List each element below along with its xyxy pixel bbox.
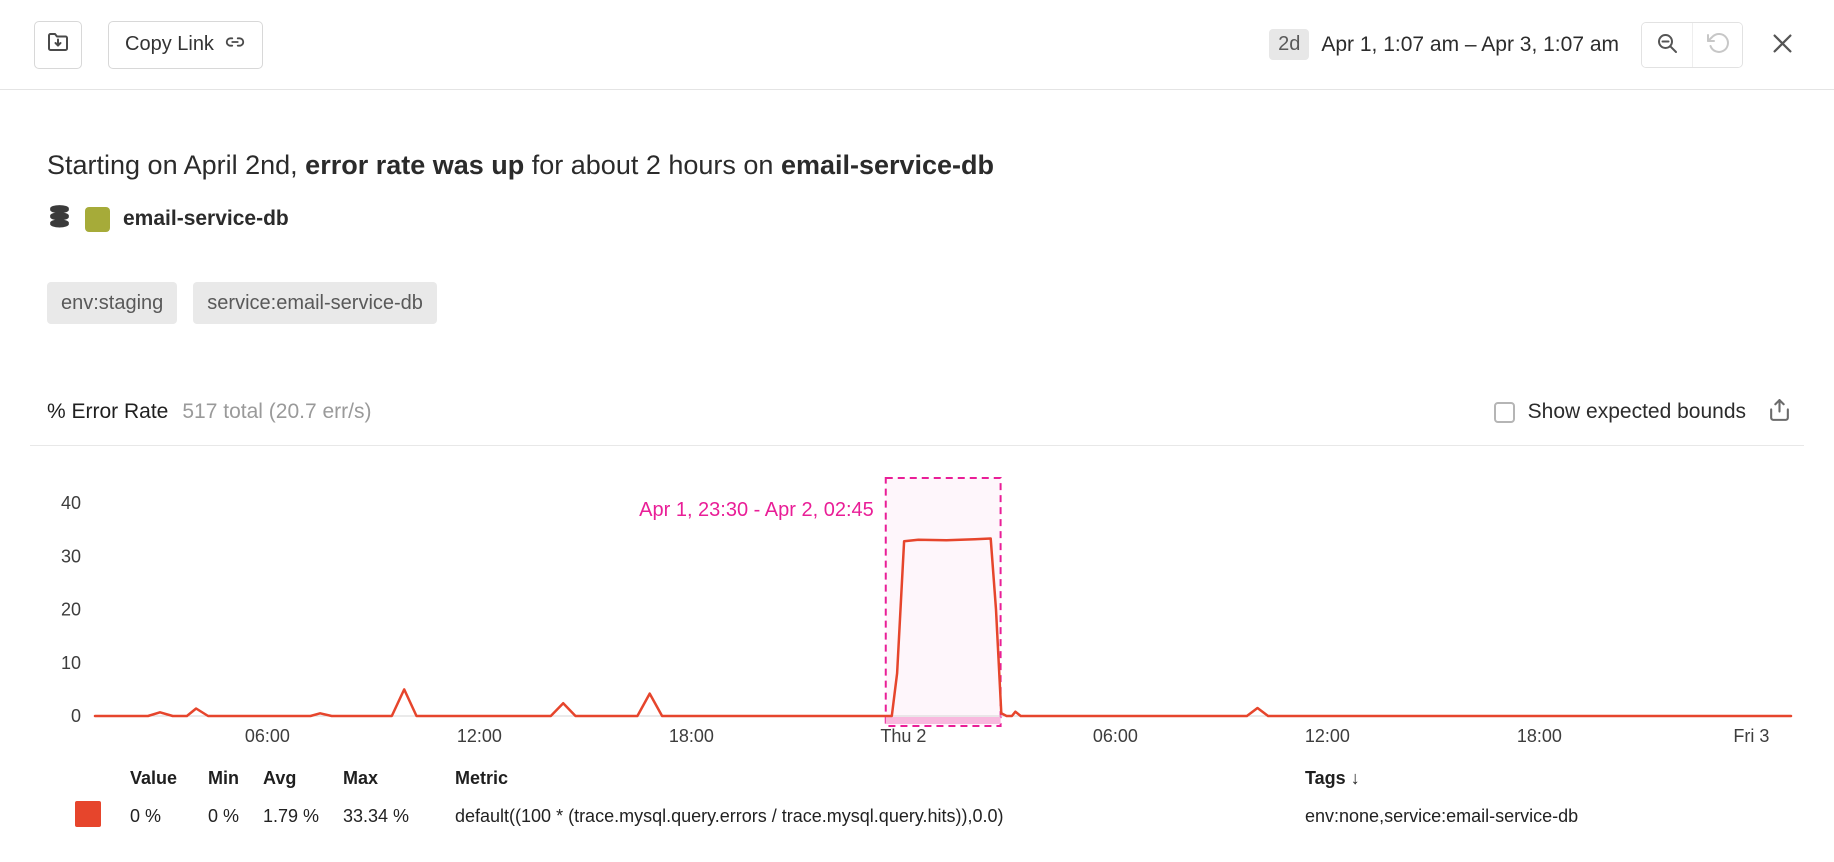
toolbar: Copy Link 2d Apr 1, 1:07 am – Apr 3, 1:0… — [0, 0, 1834, 90]
legend-header-max[interactable]: Max — [343, 768, 379, 788]
show-expected-bounds-checkbox[interactable] — [1493, 401, 1515, 423]
legend-max: 33.34 % — [343, 806, 410, 826]
x-tick-label: 06:00 — [245, 726, 290, 746]
alert-headline: Starting on April 2nd, error rate was up… — [47, 148, 1794, 182]
tags-row: env:staging service:email-service-db — [47, 282, 1794, 324]
x-tick-label: 18:00 — [669, 726, 714, 746]
share-icon — [1767, 398, 1792, 426]
legend-header-value[interactable]: Value — [130, 768, 178, 788]
y-tick-label: 30 — [61, 546, 81, 566]
copy-link-label: Copy Link — [125, 33, 214, 55]
time-range-display[interactable]: Apr 1, 1:07 am – Apr 3, 1:07 am — [1321, 32, 1619, 56]
x-tick-label: 06:00 — [1093, 726, 1138, 746]
zoom-out-button[interactable] — [1642, 22, 1692, 67]
close-button[interactable] — [1765, 26, 1800, 64]
error-rate-chart[interactable]: Apr 1, 23:30 - Apr 2, 02:45 0 10 20 30 40 06:0… — [0, 446, 1834, 756]
chart-summary: 517 total (20.7 err/s) — [182, 400, 372, 423]
refresh-button[interactable] — [1692, 22, 1742, 67]
copy-link-button[interactable]: Copy Link — [108, 20, 263, 69]
error-rate-series-line — [93, 537, 1793, 718]
anomaly-label: Apr 1, 23:30 - Apr 2, 02:45 — [639, 499, 874, 521]
chart-divider — [30, 445, 1804, 446]
x-tick-label: 12:00 — [457, 726, 502, 746]
y-tick-label: 10 — [61, 653, 81, 673]
legend-avg: 1.79 % — [263, 806, 320, 826]
legend-table: Value Min Avg Max Metric Tags ↓ 0 % 0 % … — [0, 768, 1834, 832]
export-chart-button[interactable] — [1765, 396, 1794, 428]
legend-series-row[interactable]: 0 % 0 % 1.79 % 33.34 % default((100 * (t… — [75, 801, 1834, 832]
headline-text: Starting on April 2nd, — [47, 150, 306, 180]
zoom-refresh-group — [1641, 21, 1743, 68]
service-row: email-service-db — [47, 204, 1794, 234]
tag-env-staging[interactable]: env:staging — [47, 282, 178, 324]
legend-min: 0 % — [208, 806, 240, 826]
chart-title: % Error Rate — [47, 400, 169, 423]
legend-tags: env:none,service:email-service-db — [1305, 806, 1579, 826]
legend-header-row: Value Min Avg Max Metric Tags ↓ — [75, 768, 1834, 789]
legend-value: 0 % — [130, 806, 162, 826]
zoom-out-icon — [1655, 31, 1679, 58]
alert-body: Starting on April 2nd, error rate was up… — [0, 90, 1834, 832]
x-tick-label: Thu 2 — [880, 726, 926, 746]
service-name: email-service-db — [123, 207, 289, 230]
anomaly-underline — [885, 717, 1001, 724]
headline-highlight: error rate was up — [305, 150, 525, 180]
close-icon — [1769, 30, 1796, 60]
legend-series-swatch[interactable] — [75, 801, 101, 827]
time-controls: 2d Apr 1, 1:07 am – Apr 3, 1:07 am — [1269, 21, 1800, 68]
link-icon — [224, 31, 246, 59]
headline-text: for about 2 hours on — [524, 150, 781, 180]
x-tick-label: Fri 3 — [1733, 726, 1769, 746]
legend-header-tags-label: Tags — [1305, 768, 1346, 788]
database-icon — [47, 203, 72, 235]
x-tick-label: 12:00 — [1305, 726, 1350, 746]
service-color-swatch — [85, 206, 110, 232]
y-tick-label: 20 — [61, 600, 81, 620]
legend-header-avg[interactable]: Avg — [263, 768, 297, 788]
legend-header-min[interactable]: Min — [208, 768, 239, 788]
time-range-badge[interactable]: 2d — [1269, 29, 1310, 60]
chart-header: % Error Rate 517 total (20.7 err/s) Show… — [47, 397, 1794, 427]
anomaly-window — [884, 477, 1002, 727]
legend-header-metric[interactable]: Metric — [455, 768, 509, 788]
headline-service: email-service-db — [780, 150, 995, 180]
tag-service[interactable]: service:email-service-db — [193, 282, 437, 324]
y-tick-label: 0 — [71, 706, 81, 726]
legend-header-tags[interactable]: Tags ↓ — [1305, 768, 1834, 789]
legend-metric: default((100 * (trace.mysql.query.errors… — [455, 806, 1004, 826]
sort-desc-icon: ↓ — [1350, 768, 1360, 788]
y-tick-label: 40 — [61, 493, 81, 513]
x-tick-label: 18:00 — [1517, 726, 1562, 746]
folder-export-icon — [46, 30, 70, 60]
show-expected-bounds-label[interactable]: Show expected bounds — [1527, 400, 1746, 423]
refresh-icon — [1706, 31, 1730, 58]
export-button[interactable] — [34, 20, 82, 69]
